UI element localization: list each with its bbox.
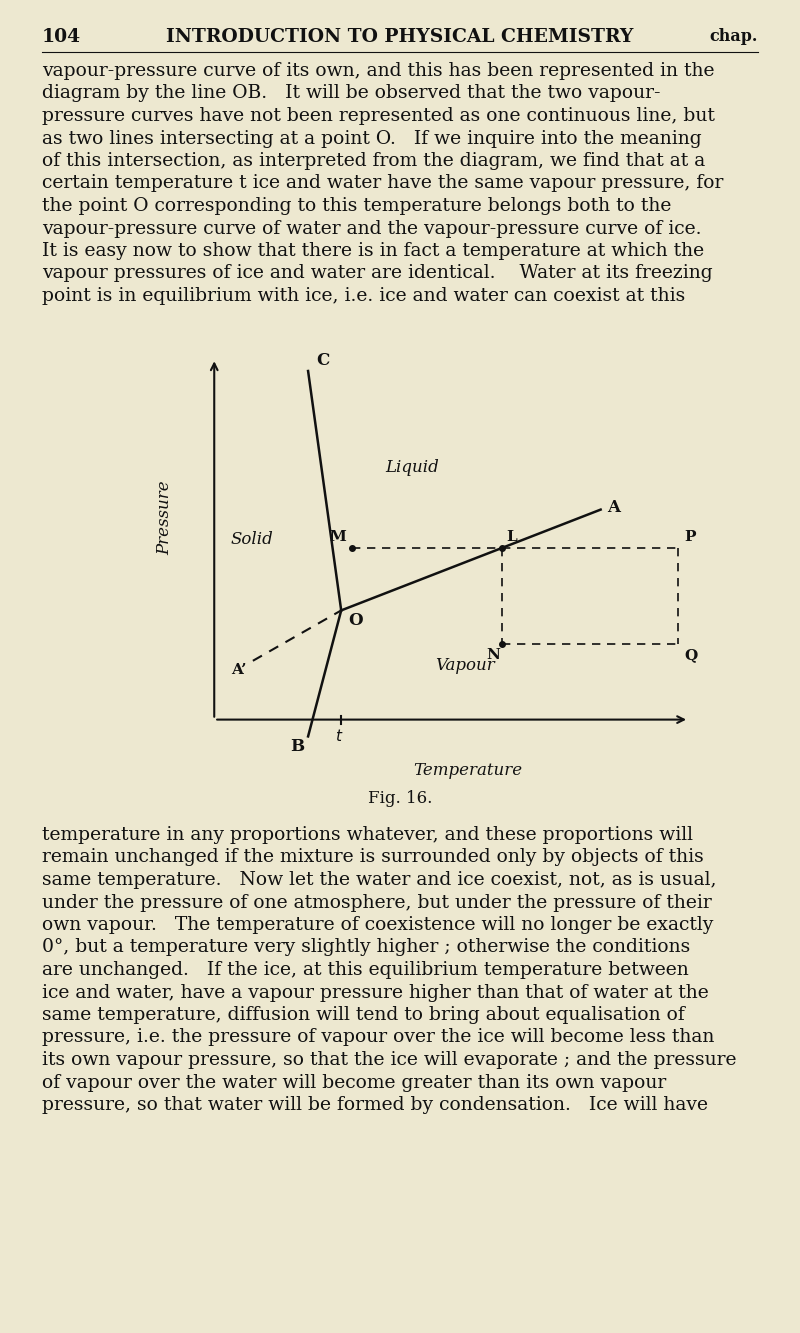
Text: INTRODUCTION TO PHYSICAL CHEMISTRY: INTRODUCTION TO PHYSICAL CHEMISTRY [166, 28, 634, 47]
Text: It is easy now to show that there is in fact a temperature at which the: It is easy now to show that there is in … [42, 243, 704, 260]
Text: L: L [506, 531, 517, 544]
Text: 104: 104 [42, 28, 81, 47]
Text: vapour-pressure curve of its own, and this has been represented in the: vapour-pressure curve of its own, and th… [42, 63, 714, 80]
Text: N: N [486, 648, 500, 663]
Text: B: B [290, 738, 304, 756]
Text: point is in equilibrium with ice, i.e. ice and water can coexist at this: point is in equilibrium with ice, i.e. i… [42, 287, 686, 305]
Text: temperature in any proportions whatever, and these proportions will: temperature in any proportions whatever,… [42, 826, 693, 844]
Text: pressure curves have not been represented as one continuous line, but: pressure curves have not been represente… [42, 107, 715, 125]
Text: Temperature: Temperature [414, 761, 522, 778]
Text: under the pressure of one atmosphere, but under the pressure of their: under the pressure of one atmosphere, bu… [42, 893, 712, 912]
Text: certain temperature t ice and water have the same vapour pressure, for: certain temperature t ice and water have… [42, 175, 723, 192]
Text: remain unchanged if the mixture is surrounded only by objects of this: remain unchanged if the mixture is surro… [42, 849, 704, 866]
Text: are unchanged.   If the ice, at this equilibrium temperature between: are unchanged. If the ice, at this equil… [42, 961, 689, 978]
Text: Q: Q [684, 648, 697, 663]
Text: the point O corresponding to this temperature belongs both to the: the point O corresponding to this temper… [42, 197, 671, 215]
Text: A: A [606, 499, 620, 516]
Text: its own vapour pressure, so that the ice will evaporate ; and the pressure: its own vapour pressure, so that the ice… [42, 1050, 737, 1069]
Text: ice and water, have a vapour pressure higher than that of water at the: ice and water, have a vapour pressure hi… [42, 984, 709, 1001]
Text: as two lines intersecting at a point O.   If we inquire into the meaning: as two lines intersecting at a point O. … [42, 129, 702, 148]
Text: diagram by the line OB.   It will be observed that the two vapour-: diagram by the line OB. It will be obser… [42, 84, 661, 103]
Text: Liquid: Liquid [386, 459, 439, 476]
Text: P: P [684, 531, 695, 544]
Text: same temperature, diffusion will tend to bring about equalisation of: same temperature, diffusion will tend to… [42, 1006, 685, 1024]
Text: of this intersection, as interpreted from the diagram, we find that at a: of this intersection, as interpreted fro… [42, 152, 706, 171]
Text: own vapour.   The temperature of coexistence will no longer be exactly: own vapour. The temperature of coexisten… [42, 916, 714, 934]
Text: A’: A’ [231, 663, 247, 677]
Text: M: M [330, 531, 346, 544]
Text: $t$: $t$ [335, 728, 343, 744]
Text: Fig. 16.: Fig. 16. [368, 790, 432, 806]
Text: vapour-pressure curve of water and the vapour-pressure curve of ice.: vapour-pressure curve of water and the v… [42, 220, 702, 237]
Text: vapour pressures of ice and water are identical.    Water at its freezing: vapour pressures of ice and water are id… [42, 264, 713, 283]
Text: same temperature.   Now let the water and ice coexist, not, as is usual,: same temperature. Now let the water and … [42, 870, 717, 889]
Text: Pressure: Pressure [156, 481, 173, 556]
Text: C: C [316, 352, 330, 369]
Text: chap.: chap. [710, 28, 758, 45]
Text: O: O [348, 612, 363, 629]
Text: of vapour over the water will become greater than its own vapour: of vapour over the water will become gre… [42, 1073, 666, 1092]
Text: Vapour: Vapour [435, 656, 494, 673]
Text: 0°, but a temperature very slightly higher ; otherwise the conditions: 0°, but a temperature very slightly high… [42, 938, 690, 957]
Text: pressure, so that water will be formed by condensation.   Ice will have: pressure, so that water will be formed b… [42, 1096, 708, 1114]
Text: pressure, i.e. the pressure of vapour over the ice will become less than: pressure, i.e. the pressure of vapour ov… [42, 1029, 714, 1046]
Text: Solid: Solid [231, 531, 274, 548]
